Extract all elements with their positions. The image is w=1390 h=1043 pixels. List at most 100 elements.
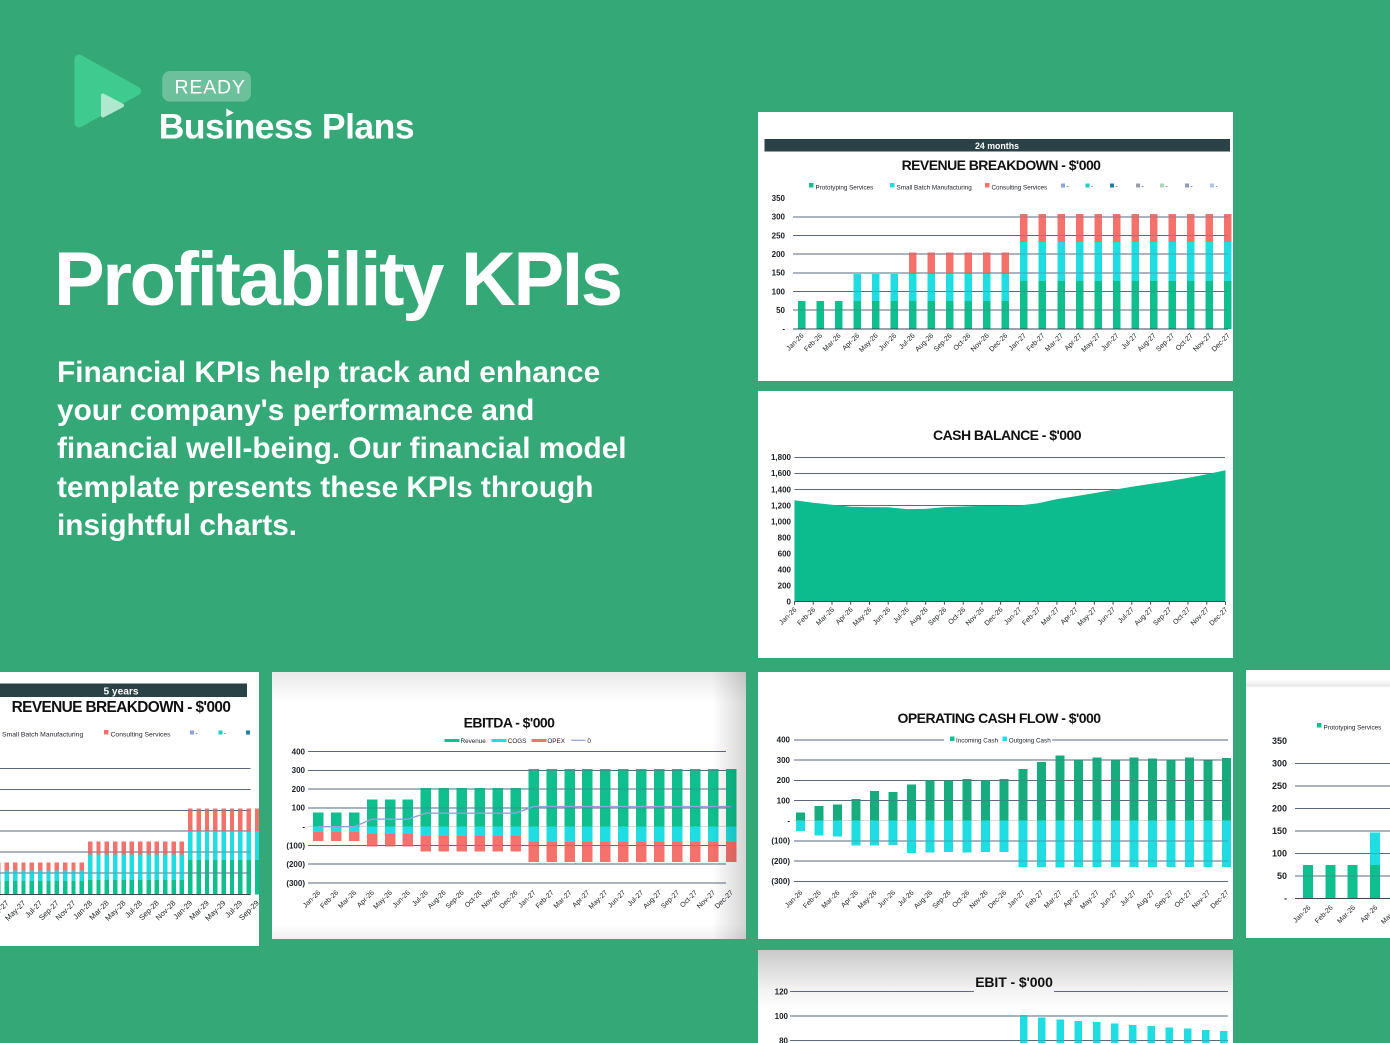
svg-text:Mar-27: Mar-27 — [553, 889, 574, 910]
svg-text:100: 100 — [775, 1012, 789, 1021]
svg-text:Aug-27: Aug-27 — [1137, 332, 1158, 353]
svg-text:Revenue: Revenue — [461, 738, 487, 745]
svg-text:Jan-27: Jan-27 — [1007, 889, 1027, 909]
svg-text:May-26: May-26 — [372, 889, 394, 911]
svg-text:May-27: May-27 — [588, 889, 610, 911]
svg-text:Mar-26: Mar-26 — [822, 332, 843, 353]
svg-text:Aug-27: Aug-27 — [642, 889, 663, 910]
svg-text:(300): (300) — [771, 877, 790, 886]
svg-text:(100): (100) — [286, 841, 305, 850]
svg-text:1,200: 1,200 — [771, 501, 792, 510]
svg-text:Incoming Cash: Incoming Cash — [956, 738, 998, 745]
svg-text:Mar-26: Mar-26 — [1336, 904, 1357, 925]
svg-text:Jan-27: Jan-27 — [1003, 606, 1023, 626]
svg-text:Jun-27: Jun-27 — [607, 889, 627, 909]
svg-text:Sep-27: Sep-27 — [1155, 332, 1176, 353]
svg-text:Oct-27: Oct-27 — [1174, 889, 1194, 909]
svg-text:Mar-27: Mar-27 — [0, 898, 11, 921]
svg-text:Jun-26: Jun-26 — [392, 889, 412, 909]
svg-text:Apr-26: Apr-26 — [1360, 904, 1380, 924]
svg-text:120: 120 — [775, 987, 789, 996]
svg-text:(200): (200) — [771, 857, 790, 866]
svg-text:Oct-27: Oct-27 — [1175, 332, 1195, 352]
svg-text:5 years: 5 years — [103, 686, 138, 697]
svg-text:0: 0 — [587, 738, 591, 745]
svg-text:Sep-27: Sep-27 — [1152, 606, 1173, 627]
svg-text:Sep-27: Sep-27 — [1154, 889, 1175, 910]
svg-text:Prototyping Services: Prototyping Services — [816, 185, 874, 192]
svg-text:OPERATING CASH FLOW - $'000: OPERATING CASH FLOW - $'000 — [898, 710, 1102, 726]
svg-text:-: - — [1191, 183, 1193, 190]
svg-text:300: 300 — [772, 213, 786, 222]
svg-text:May-27: May-27 — [1079, 889, 1101, 911]
svg-text:(200): (200) — [286, 860, 305, 869]
svg-text:24 months: 24 months — [975, 141, 1019, 151]
svg-text:Mar-27: Mar-27 — [1040, 606, 1061, 627]
svg-text:-: - — [1091, 183, 1093, 190]
svg-text:50: 50 — [776, 306, 785, 315]
svg-text:Jun-27: Jun-27 — [1100, 332, 1120, 352]
svg-text:100: 100 — [772, 287, 786, 296]
svg-text:-: - — [782, 325, 785, 334]
svg-text:Small Batch Manufacturing: Small Batch Manufacturing — [2, 731, 83, 738]
svg-text:50: 50 — [1277, 871, 1287, 881]
svg-text:Jun-26: Jun-26 — [878, 332, 898, 352]
svg-text:Consulting Services: Consulting Services — [992, 185, 1048, 192]
svg-text:May-27: May-27 — [1077, 606, 1099, 628]
svg-text:Aug-27: Aug-27 — [1134, 606, 1155, 627]
svg-text:200: 200 — [292, 785, 306, 794]
svg-text:Dec-27: Dec-27 — [1210, 889, 1231, 910]
svg-text:EBITDA - $'000: EBITDA - $'000 — [464, 715, 556, 731]
svg-text:(100): (100) — [771, 837, 790, 846]
svg-text:250: 250 — [1272, 781, 1287, 791]
svg-text:Dec-27: Dec-27 — [1208, 606, 1229, 627]
svg-text:Aug-26: Aug-26 — [909, 606, 930, 627]
svg-text:Mar-27: Mar-27 — [1043, 889, 1064, 910]
svg-text:250: 250 — [772, 231, 786, 240]
svg-text:1,800: 1,800 — [771, 453, 792, 462]
svg-text:May-26: May-26 — [1380, 904, 1390, 926]
svg-text:200: 200 — [778, 582, 792, 591]
svg-text:READY: READY — [175, 77, 246, 99]
svg-text:Jan-26: Jan-26 — [302, 889, 322, 909]
svg-text:Jun-26: Jun-26 — [877, 889, 897, 909]
svg-text:Jan-26: Jan-26 — [778, 606, 798, 626]
svg-text:Feb-27: Feb-27 — [535, 889, 556, 910]
svg-text:May-27: May-27 — [1081, 332, 1103, 354]
svg-text:OPEX: OPEX — [547, 738, 565, 745]
svg-text:400: 400 — [292, 748, 306, 757]
svg-text:Busıness Plans: Busıness Plans — [159, 106, 414, 146]
svg-text:600: 600 — [778, 549, 792, 558]
svg-text:-: - — [1166, 183, 1168, 190]
svg-text:150: 150 — [1272, 826, 1287, 836]
svg-text:1,600: 1,600 — [771, 469, 792, 478]
svg-text:300: 300 — [292, 766, 306, 775]
svg-text:CASH BALANCE - $'000: CASH BALANCE - $'000 — [933, 427, 1082, 443]
svg-text:Feb-26: Feb-26 — [796, 606, 817, 627]
svg-text:150: 150 — [772, 269, 786, 278]
svg-text:400: 400 — [778, 565, 792, 574]
svg-text:-: - — [787, 817, 790, 826]
svg-text:Dec-27: Dec-27 — [1211, 332, 1232, 353]
svg-text:Small Batch Manufacturing: Small Batch Manufacturing — [897, 185, 973, 192]
svg-text:Mar-26: Mar-26 — [337, 889, 358, 910]
svg-text:800: 800 — [778, 533, 792, 542]
svg-text:Feb-26: Feb-26 — [802, 889, 823, 910]
svg-text:Jan-27: Jan-27 — [1008, 332, 1028, 352]
svg-text:200: 200 — [1272, 804, 1287, 814]
svg-text:Nov-27: Nov-27 — [1192, 332, 1213, 353]
svg-text:Consulting Services: Consulting Services — [111, 731, 172, 738]
svg-text:Feb-27: Feb-27 — [1021, 606, 1042, 627]
svg-text:-: - — [1216, 183, 1218, 190]
svg-text:Jan-27: Jan-27 — [517, 889, 537, 909]
svg-text:400: 400 — [777, 736, 791, 745]
svg-text:Aug-26: Aug-26 — [914, 332, 935, 353]
svg-text:100: 100 — [1272, 849, 1287, 859]
svg-text:COGS: COGS — [508, 738, 527, 745]
svg-text:Jun-27: Jun-27 — [1099, 889, 1119, 909]
svg-text:Oct-27: Oct-27 — [1172, 606, 1192, 626]
svg-text:100: 100 — [777, 796, 791, 805]
svg-text:Mar-27: Mar-27 — [1044, 332, 1065, 353]
svg-text:Nov-27: Nov-27 — [1190, 606, 1211, 627]
svg-text:Dec-26: Dec-26 — [984, 606, 1005, 627]
